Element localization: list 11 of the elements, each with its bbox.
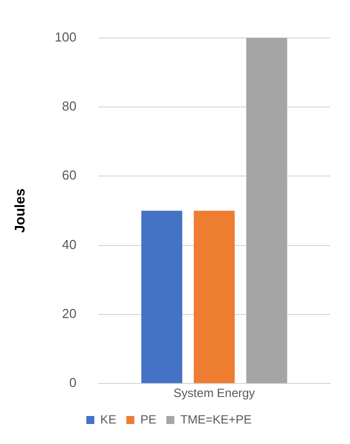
y-tick-label: 100 bbox=[54, 29, 76, 44]
y-tick-label: 80 bbox=[62, 98, 76, 114]
y-axis-title: Joules bbox=[11, 188, 28, 233]
x-tick-label: System Energy bbox=[174, 386, 255, 400]
legend-label: PE bbox=[140, 412, 156, 426]
y-tick-label: 20 bbox=[62, 306, 76, 322]
y-tick-label: 40 bbox=[62, 236, 76, 252]
y-tick-label: 0 bbox=[69, 375, 76, 390]
y-tick-label: 60 bbox=[62, 168, 76, 183]
legend-label: TME=KE+PE bbox=[180, 412, 252, 426]
legend-label: KE bbox=[100, 412, 116, 426]
